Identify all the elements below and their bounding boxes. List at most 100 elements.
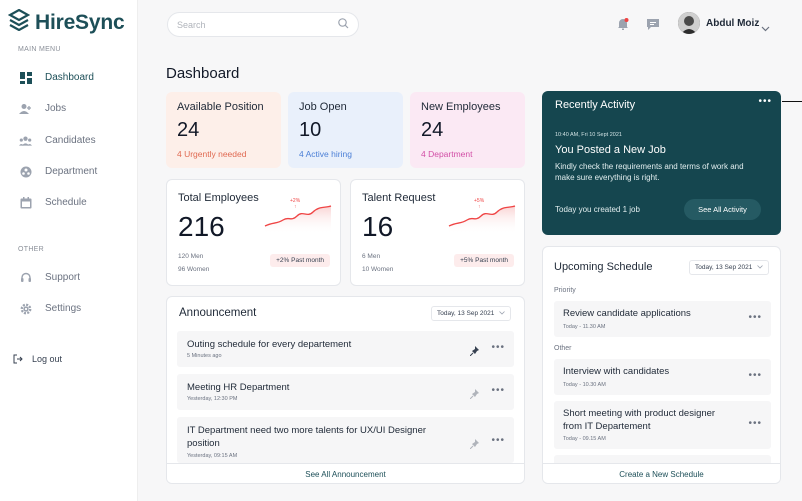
schedule-item[interactable]: Short meeting with product designer from… <box>554 401 771 449</box>
notification-bell-icon[interactable] <box>616 17 630 31</box>
department-icon <box>19 165 32 178</box>
other-menu-label: OTHER <box>18 246 44 253</box>
stat-card-job-open[interactable]: Job Open 10 4 Active hiring <box>288 92 403 168</box>
activity-headline: You Posted a New Job <box>555 144 666 156</box>
announcement-item[interactable]: Outing schedule for every departement 5 … <box>177 331 514 367</box>
dashboard-icon <box>19 71 32 84</box>
stat-title: New Employees <box>421 101 501 113</box>
announcement-item-time: Yesterday, 12:30 PM <box>187 396 238 402</box>
announcement-title: Announcement <box>179 307 257 319</box>
schedule-item-title: Review candidate applications <box>563 308 691 319</box>
announcement-item-title: IT Department need two more talents for … <box>187 425 427 449</box>
stat-subtext: 4 Urgently needed <box>177 149 247 159</box>
other-label: Other <box>554 345 572 352</box>
announcement-item[interactable]: IT Department need two more talents for … <box>177 417 514 463</box>
sidebar-item-label: Schedule <box>45 197 87 208</box>
search-bar[interactable] <box>167 12 359 37</box>
more-options-icon[interactable]: ••• <box>491 342 505 353</box>
sparkline-chart: +2% ↑ <box>264 198 332 234</box>
main-menu-label: MAIN MENU <box>18 46 61 53</box>
announcement-item-title: Outing schedule for every departement <box>187 339 352 350</box>
schedule-footer: Create a New Schedule <box>543 463 780 483</box>
app-logo[interactable]: HireSync <box>7 8 125 36</box>
card-title: Talent Request <box>362 192 436 204</box>
support-icon <box>19 271 32 284</box>
search-input[interactable] <box>177 19 338 30</box>
announcement-item-time: Yesterday, 09:15 AM <box>187 453 238 459</box>
see-all-announcement-link[interactable]: See All Announcement <box>305 470 386 479</box>
recent-activity-card: Recently Activity ••• 10:40 AM, Fri 10 S… <box>542 91 781 235</box>
sidebar: HireSync MAIN MENU Dashboard Jobs Candid… <box>0 0 138 501</box>
stat-card-available-position[interactable]: Available Position 24 4 Urgently needed <box>166 92 281 168</box>
schedule-title: Upcoming Schedule <box>554 261 653 273</box>
stat-value: 24 <box>421 119 444 141</box>
avatar[interactable] <box>678 12 700 34</box>
search-icon[interactable] <box>338 16 349 34</box>
more-options-icon[interactable]: ••• <box>758 96 772 107</box>
sidebar-item-settings[interactable]: Settings <box>19 302 81 315</box>
app-name: HireSync <box>35 10 125 34</box>
candidates-icon <box>19 134 32 147</box>
more-options-icon[interactable]: ••• <box>491 435 505 446</box>
card-value: 216 <box>178 211 225 242</box>
recent-activity-title: Recently Activity <box>555 99 636 111</box>
chat-icon[interactable] <box>646 17 660 31</box>
date-label: Today, 13 Sep 2021 <box>695 264 753 271</box>
chevron-down-icon[interactable] <box>761 19 770 37</box>
total-employees-card[interactable]: Total Employees 216 +2% ↑ 120 Men 96 Wom… <box>166 179 341 286</box>
schedule-item-time: Today - 11.30 AM <box>563 324 606 330</box>
spark-label: +5% <box>474 198 485 204</box>
upcoming-schedule-card: Upcoming Schedule Today, 13 Sep 2021 Pri… <box>542 246 781 484</box>
talent-request-card[interactable]: Talent Request 16 +5% ↑ 6 Men 10 Women +… <box>350 179 525 286</box>
divider-line <box>782 101 802 102</box>
pin-icon[interactable] <box>469 343 480 361</box>
schedule-item[interactable]: Review candidate applications Today - 11… <box>554 301 771 337</box>
announcement-date-picker[interactable]: Today, 13 Sep 2021 <box>431 306 512 321</box>
sidebar-item-label: Support <box>45 272 81 283</box>
women-count: 96 Women <box>178 266 210 273</box>
stat-title: Available Position <box>177 101 264 113</box>
svg-text:↑: ↑ <box>294 204 297 210</box>
jobs-icon <box>19 102 32 115</box>
stat-value: 10 <box>299 119 322 141</box>
sidebar-item-dashboard[interactable]: Dashboard <box>19 71 94 84</box>
user-name[interactable]: Abdul Moiz <box>706 18 760 29</box>
date-label: Today, 13 Sep 2021 <box>437 310 495 317</box>
sidebar-item-label: Department <box>45 166 98 177</box>
stat-title: Job Open <box>299 101 347 113</box>
logout-button[interactable]: Log out <box>11 352 62 365</box>
schedule-item[interactable]: Interview with candidates Today - 10.30 … <box>554 359 771 395</box>
announcement-item[interactable]: Meeting HR Department Yesterday, 12:30 P… <box>177 374 514 410</box>
sidebar-item-support[interactable]: Support <box>19 271 80 284</box>
sidebar-item-jobs[interactable]: Jobs <box>19 102 66 115</box>
card-value: 16 <box>362 211 394 242</box>
stat-subtext: 4 Active hiring <box>299 149 352 159</box>
more-options-icon[interactable]: ••• <box>491 385 505 396</box>
stat-card-new-employees[interactable]: New Employees 24 4 Department <box>410 92 525 168</box>
spark-label: +2% <box>290 198 301 204</box>
schedule-item-title: Interview with candidates <box>563 366 670 377</box>
announcement-item-title: Meeting HR Department <box>187 382 290 393</box>
create-schedule-link[interactable]: Create a New Schedule <box>619 470 704 479</box>
settings-icon <box>19 302 32 315</box>
see-all-activity-button[interactable]: See All Activity <box>684 199 761 220</box>
announcement-card: Announcement Today, 13 Sep 2021 Outing s… <box>166 296 525 484</box>
sidebar-item-candidates[interactable]: Candidates <box>19 134 96 147</box>
main-content: Abdul Moiz Dashboard Available Position … <box>139 0 802 501</box>
sidebar-item-label: Jobs <box>45 103 67 114</box>
more-options-icon[interactable]: ••• <box>748 312 762 323</box>
more-options-icon[interactable]: ••• <box>748 418 762 429</box>
schedule-icon <box>19 196 32 209</box>
sidebar-item-department[interactable]: Department <box>19 165 97 178</box>
activity-time: 10:40 AM, Fri 10 Sept 2021 <box>555 132 622 138</box>
pin-icon[interactable] <box>469 436 480 454</box>
pin-icon[interactable] <box>469 386 480 404</box>
activity-summary: Today you created 1 job <box>555 205 640 214</box>
schedule-date-picker[interactable]: Today, 13 Sep 2021 <box>689 260 770 275</box>
more-options-icon[interactable]: ••• <box>748 370 762 381</box>
card-title: Total Employees <box>178 192 259 204</box>
sidebar-item-schedule[interactable]: Schedule <box>19 196 87 209</box>
stat-value: 24 <box>177 119 200 141</box>
hiresync-logo-icon <box>7 8 31 36</box>
sparkline-chart: +5% ↑ <box>448 198 516 234</box>
